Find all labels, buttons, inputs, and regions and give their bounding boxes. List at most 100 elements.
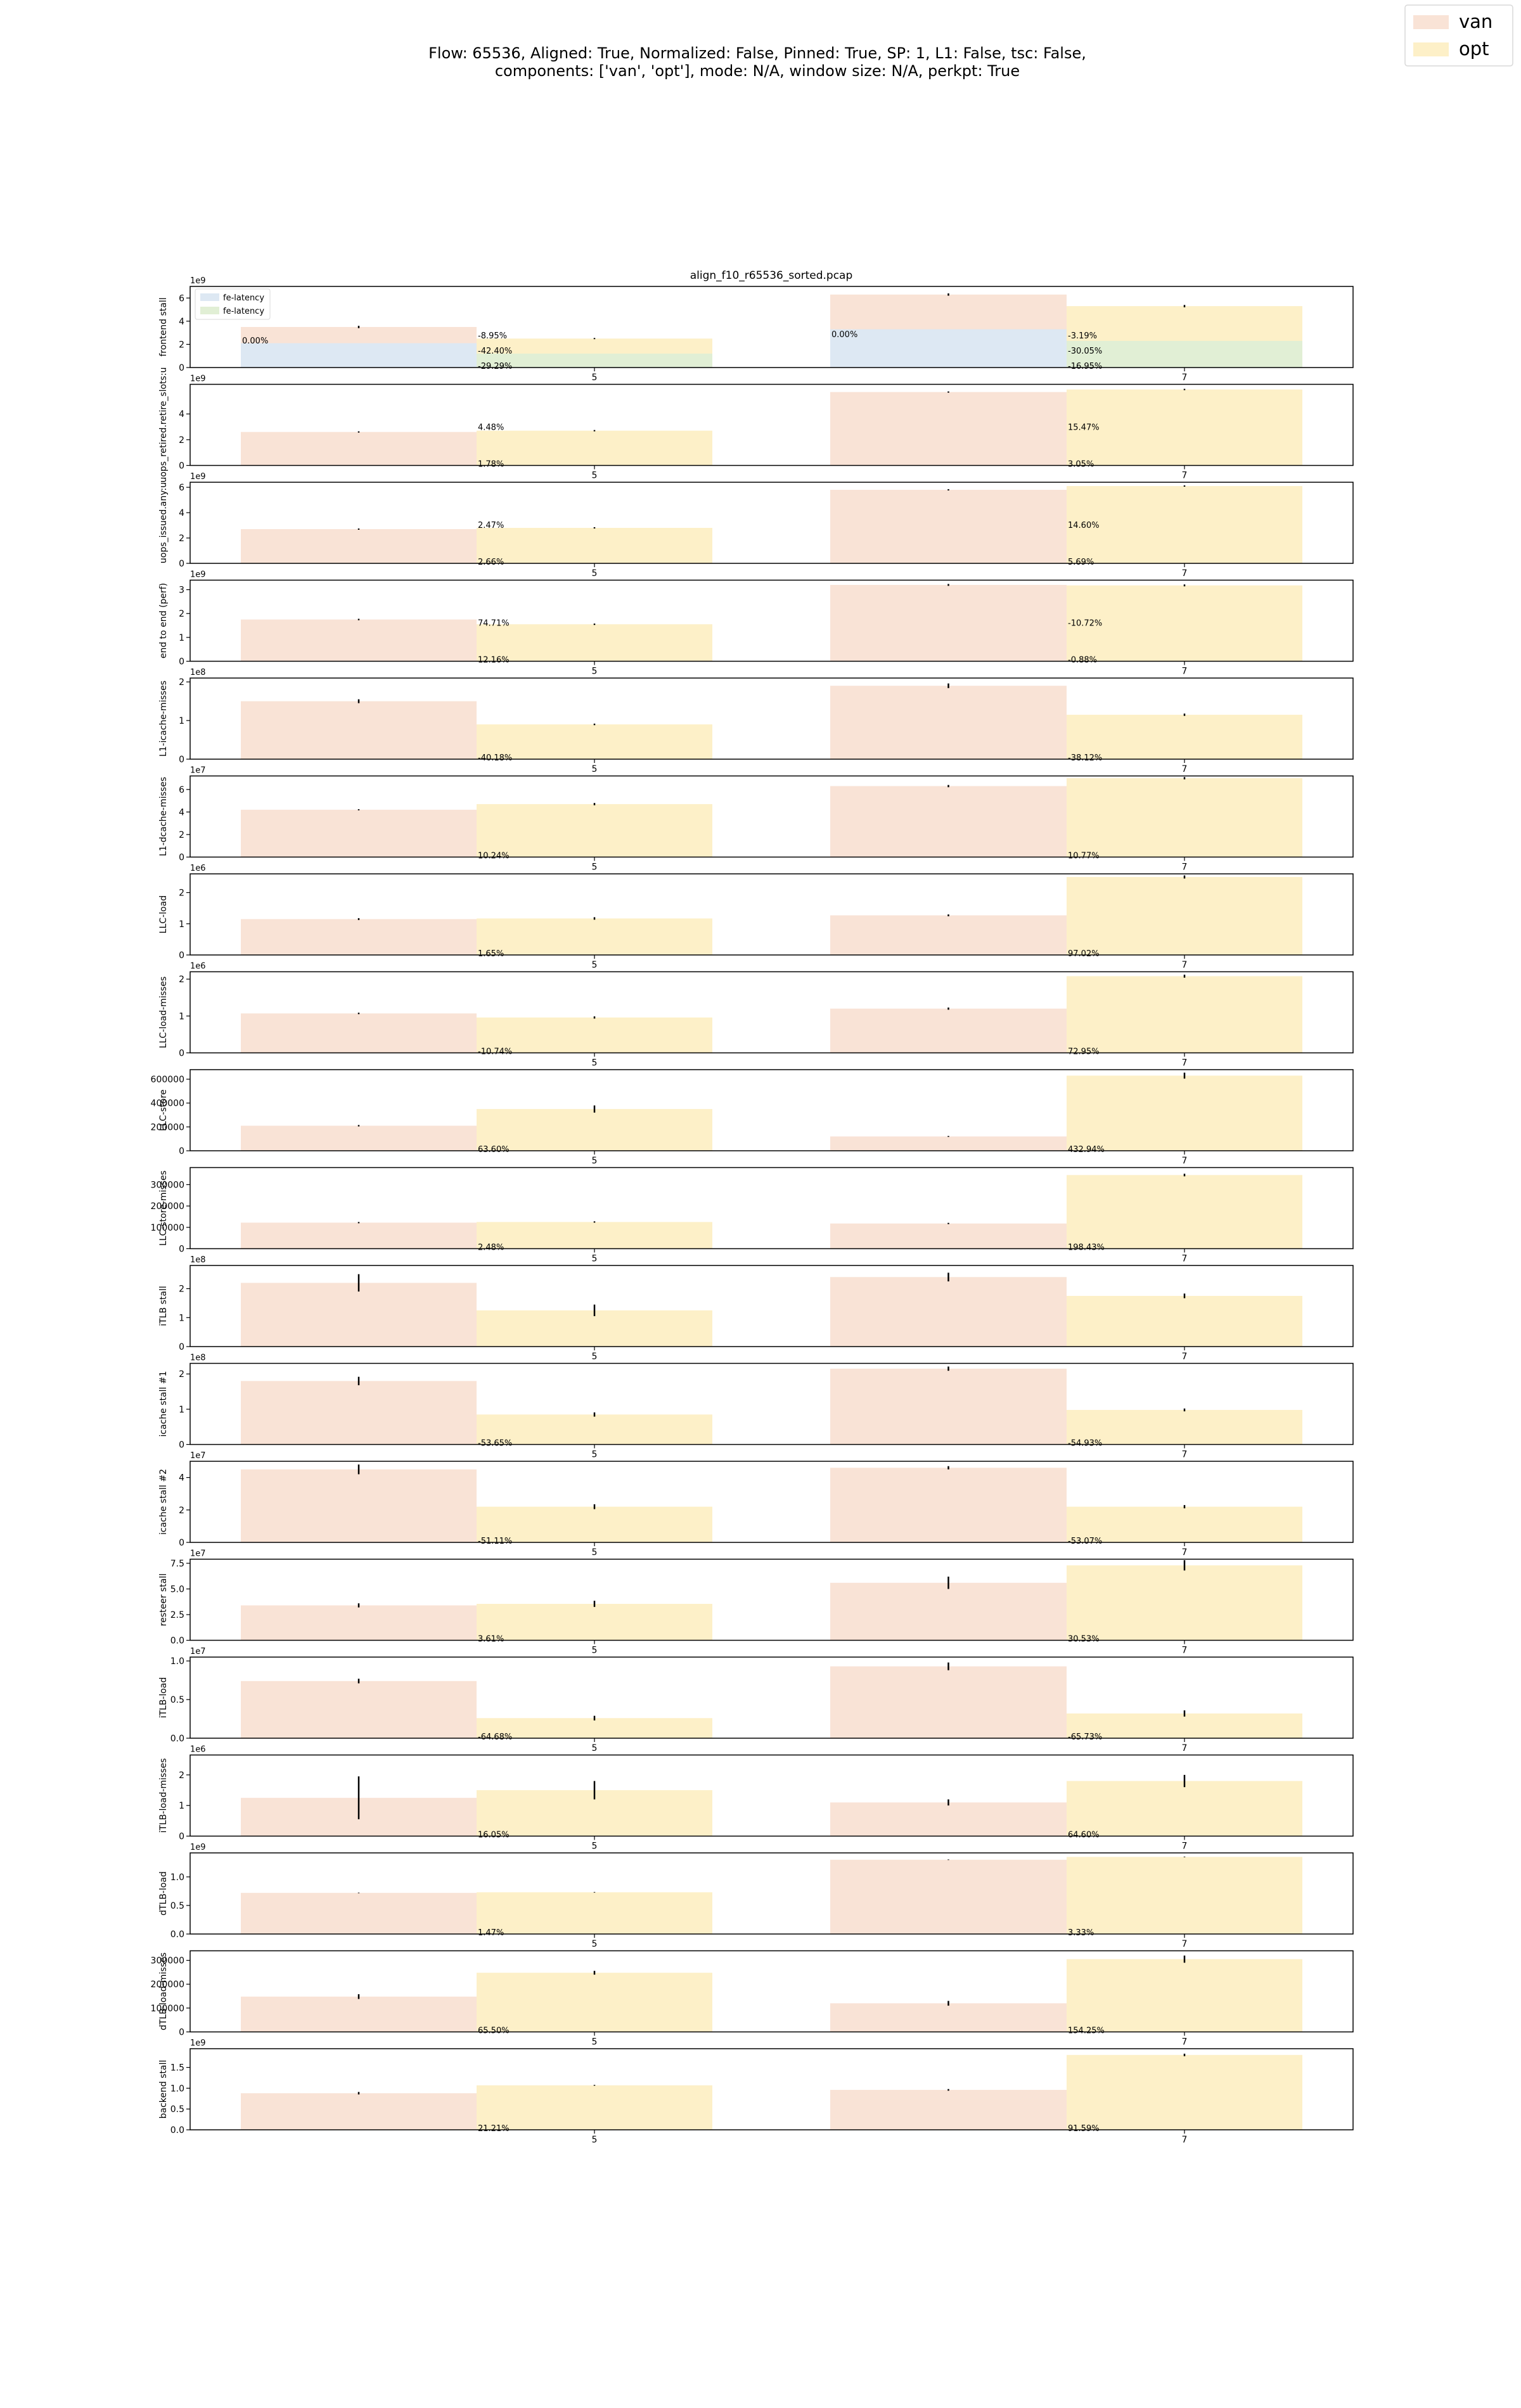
change-annotation: -54.93% xyxy=(1068,1439,1102,1449)
y-axis-exponent: 1e7 xyxy=(190,1647,206,1656)
x-tick-label: 5 xyxy=(592,471,598,481)
change-annotation: 3.61% xyxy=(478,1635,504,1644)
bar-van xyxy=(241,1893,477,1934)
y-tick-label: 5.0 xyxy=(170,1584,184,1594)
x-tick-label: 5 xyxy=(592,568,598,579)
y-axis-label: dTLB-load xyxy=(158,1871,169,1916)
bar-opt xyxy=(477,1973,712,2032)
x-tick-label: 5 xyxy=(592,667,598,677)
x-tick-label: 5 xyxy=(592,1939,598,1949)
y-tick-label: 1.0 xyxy=(170,1873,184,1883)
bar-opt xyxy=(477,2085,712,2130)
bar-opt xyxy=(1067,876,1302,955)
change-annotation: 63.60% xyxy=(478,1145,510,1155)
x-tick-label: 7 xyxy=(1182,1058,1188,1068)
bar-van xyxy=(830,1582,1067,1641)
y-axis-exponent: 1e8 xyxy=(190,1354,206,1363)
change-annotation: -65.73% xyxy=(1068,1732,1102,1742)
x-tick-label: 5 xyxy=(592,373,598,383)
subplot: 0 2 4 1e9 uops_retired.retire_slots:u 5 7 4.48%… xyxy=(158,367,1354,483)
bar-opt xyxy=(477,724,712,759)
axes-frame xyxy=(189,1167,1354,1250)
change-annotation: 2.48% xyxy=(478,1243,504,1253)
bar-van xyxy=(241,701,477,759)
y-tick-label: 100000 xyxy=(151,2004,184,2014)
bar-opt xyxy=(1067,976,1302,1053)
change-annotation: -16.95% xyxy=(1068,362,1102,371)
y-tick-label: 2 xyxy=(179,1369,184,1380)
x-tick-label: 7 xyxy=(1182,1841,1188,1852)
y-tick-label: 0.0 xyxy=(170,1734,184,1744)
baseline-annotation: 0.00% xyxy=(831,330,857,340)
axes-frame xyxy=(189,1950,1354,2033)
change-annotation: 14.60% xyxy=(1068,521,1100,530)
axes-frame xyxy=(189,1656,1354,1739)
subplot: 0 2 4 6 1e9 frontend stall 5 7 -8.95% -42.40% -29.… xyxy=(158,276,1354,383)
y-tick-label: 0.5 xyxy=(170,1901,184,1911)
y-tick-label: 0 xyxy=(179,657,184,667)
y-axis-exponent: 1e7 xyxy=(190,1549,206,1559)
bar-van xyxy=(241,432,477,466)
y-tick-label: 2 xyxy=(179,1771,184,1781)
y-tick-label: 4 xyxy=(179,317,184,327)
bar-opt xyxy=(1067,1959,1302,2032)
y-tick-label: 0 xyxy=(179,2028,184,2038)
axes-frame xyxy=(189,482,1354,564)
y-tick-label: 6 xyxy=(179,293,184,304)
y-tick-label: 2 xyxy=(179,609,184,619)
x-tick-label: 7 xyxy=(1182,960,1188,970)
change-annotation: 10.24% xyxy=(478,852,510,861)
subplot: 0 2 4 6 1e9 uops_issued.any:u 5 7 2.47% 2.66% 14.6… xyxy=(158,472,1354,579)
y-tick-label: 0 xyxy=(179,1538,184,1548)
change-annotation: -0.88% xyxy=(1068,656,1097,665)
change-annotation: 72.95% xyxy=(1068,1047,1100,1057)
bar-van xyxy=(241,1222,477,1249)
change-annotation: 10.77% xyxy=(1068,852,1100,861)
axes-frame xyxy=(189,2048,1354,2130)
bar-van xyxy=(830,1008,1067,1053)
x-tick-label: 5 xyxy=(592,2135,598,2145)
x-tick-label: 5 xyxy=(592,1254,598,1264)
y-axis-label: resteer stall xyxy=(158,1573,169,1626)
bar-van xyxy=(241,529,477,563)
bar-van xyxy=(241,2093,477,2130)
y-tick-label: 1 xyxy=(179,1405,184,1415)
axes-frame xyxy=(189,1069,1354,1151)
y-tick-label: 0 xyxy=(179,1146,184,1156)
subplot: 0 1 2 1e8 icache stall #1 5 7 -53.65% -54.93% xyxy=(158,1354,1354,1460)
y-axis-label: LLC-load-misses xyxy=(158,977,169,1048)
change-annotation: 3.33% xyxy=(1068,1928,1094,1938)
y-axis-label: uops_retired.retire_slots:u xyxy=(158,367,169,482)
y-axis-exponent: 1e9 xyxy=(190,2039,206,2048)
figure-suptitle-line2: components: ['van', 'opt'], mode: N/A, w… xyxy=(495,62,1020,80)
inner-legend: fe-latency fe-latency xyxy=(195,288,271,320)
axes-frame xyxy=(189,1852,1354,1935)
bar-opt xyxy=(477,1892,712,1934)
axes-frame xyxy=(189,1362,1354,1445)
axes-frame xyxy=(189,1754,1354,1837)
y-tick-label: 0 xyxy=(179,755,184,765)
panels: 0 2 4 6 1e9 frontend stall 5 7 -8.95% -42.40% -29.… xyxy=(151,276,1354,2145)
bar-opt xyxy=(1067,1565,1302,1641)
bar-van xyxy=(241,1681,477,1738)
x-tick-label: 5 xyxy=(592,1646,598,1656)
change-annotation: 1.47% xyxy=(478,1928,504,1938)
bar-opt xyxy=(1067,1409,1302,1445)
axes-frame xyxy=(189,286,1354,368)
y-axis-label: LLC-load xyxy=(158,895,169,933)
x-tick-label: 7 xyxy=(1182,1743,1188,1753)
subplot: 0 1 2 1e8 L1-icache-misses 5 7 -40.18% -38.12% xyxy=(158,668,1354,774)
change-annotation: 4.48% xyxy=(478,423,504,433)
change-annotation: -10.74% xyxy=(478,1047,512,1057)
axes-frame xyxy=(189,1461,1354,1543)
y-axis-label: icache stall #1 xyxy=(158,1371,169,1437)
axes-frame xyxy=(189,383,1354,466)
bar-van xyxy=(241,1283,477,1347)
y-tick-label: 600000 xyxy=(151,1075,184,1085)
x-tick-label: 5 xyxy=(592,1547,598,1558)
y-axis-label: frontend stall xyxy=(158,297,169,356)
chart-title: align_f10_r65536_sorted.pcap xyxy=(690,269,853,282)
y-tick-label: 4 xyxy=(179,508,184,518)
bar-van xyxy=(830,392,1067,466)
